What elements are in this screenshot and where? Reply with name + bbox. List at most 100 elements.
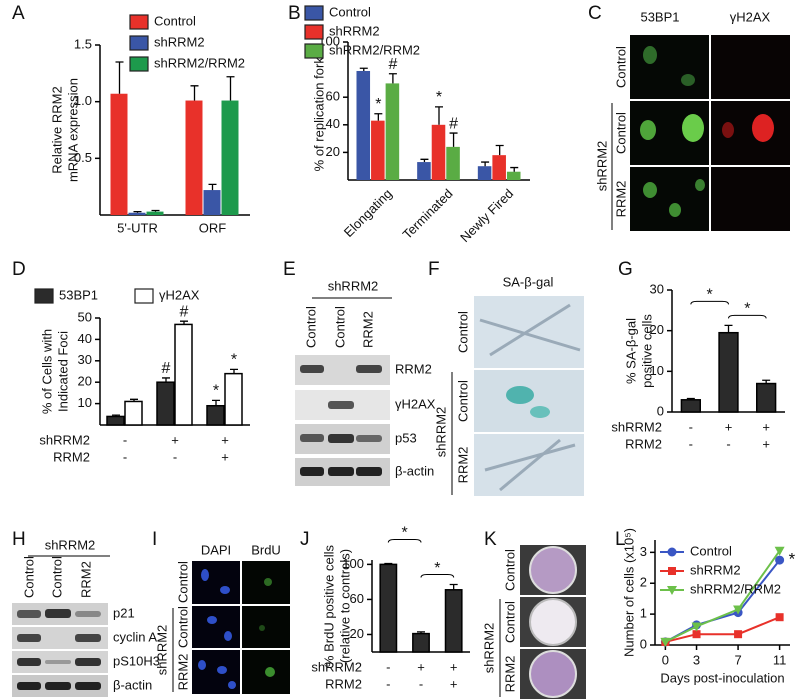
bar bbox=[477, 166, 492, 180]
band-label: p53 bbox=[395, 430, 417, 445]
significance-label: # bbox=[180, 303, 189, 320]
error-bar bbox=[420, 158, 429, 163]
error-bar bbox=[724, 324, 733, 333]
significance-label: # bbox=[162, 360, 171, 377]
panel-i-images bbox=[172, 561, 290, 694]
condition-sign: + bbox=[762, 436, 770, 451]
x-tick-label: Terminated bbox=[399, 186, 455, 242]
condition-label: RRM2 bbox=[53, 449, 90, 464]
legend-label: γH2AX bbox=[159, 287, 200, 302]
y-tick-label: 0.5 bbox=[74, 150, 92, 165]
y-tick-label: 1.0 bbox=[74, 93, 92, 108]
bar bbox=[128, 212, 146, 215]
significance-label: * bbox=[375, 96, 381, 113]
y-tick-label: 3 bbox=[640, 544, 647, 559]
panel-h-blot bbox=[12, 555, 110, 697]
significance-label: * bbox=[213, 383, 219, 400]
bracket-label: * bbox=[402, 525, 408, 542]
lane-label: Control bbox=[303, 306, 318, 348]
marker bbox=[775, 555, 785, 565]
condition-label: shRRM2 bbox=[39, 432, 90, 447]
annotation: * bbox=[789, 550, 796, 569]
band-label: β-actin bbox=[113, 677, 152, 692]
lane-label: Control bbox=[332, 306, 347, 348]
row-label: RRM2 bbox=[455, 447, 470, 484]
condition-label: RRM2 bbox=[625, 436, 662, 451]
x-tick-label: 11 bbox=[773, 652, 787, 667]
bracket bbox=[420, 574, 455, 578]
column-label: BrdU bbox=[251, 542, 281, 557]
group-label: shRRM2 bbox=[154, 625, 169, 676]
panel-label: L bbox=[615, 529, 626, 550]
row-label: Control bbox=[175, 606, 190, 648]
series-line bbox=[665, 616, 780, 643]
bar bbox=[371, 120, 385, 180]
legend-label: Control bbox=[690, 543, 732, 558]
panel-f-images bbox=[451, 296, 584, 496]
lane-label: Control bbox=[49, 556, 64, 598]
y-axis-label: (relative to controls) bbox=[337, 549, 352, 663]
significance-label: * bbox=[436, 89, 442, 106]
error-bar bbox=[162, 377, 170, 383]
legend-swatch bbox=[129, 35, 149, 51]
panel-label: D bbox=[12, 259, 26, 280]
lane-label: RRM2 bbox=[360, 311, 375, 348]
x-tick-label: Newly Fired bbox=[457, 186, 516, 245]
lane-label: Control bbox=[21, 556, 36, 598]
legend-swatch bbox=[304, 43, 324, 59]
legend-swatch bbox=[304, 24, 324, 40]
condition-sign: - bbox=[689, 436, 693, 451]
condition-sign: - bbox=[173, 449, 177, 464]
y-tick-label: 30 bbox=[78, 352, 92, 367]
y-axis-label: % BrdU positive cells bbox=[321, 544, 336, 667]
y-axis-label: Number of cells (x10⁵) bbox=[621, 528, 636, 657]
error-bar bbox=[112, 414, 120, 417]
bracket-label: * bbox=[707, 287, 713, 304]
y-tick-label: 60 bbox=[350, 591, 364, 606]
marker bbox=[774, 546, 785, 556]
marker bbox=[660, 637, 671, 647]
bar bbox=[203, 190, 221, 215]
panel-label: H bbox=[12, 529, 26, 550]
legend-label: shRRM2 bbox=[329, 23, 380, 38]
error-bar bbox=[130, 398, 138, 402]
condition-label: shRRM2 bbox=[311, 659, 362, 674]
marker bbox=[692, 630, 701, 639]
bracket bbox=[690, 300, 729, 305]
panel-title: SA-β-gal bbox=[503, 274, 554, 289]
y-tick-label: 0 bbox=[657, 403, 664, 418]
row-label: Control bbox=[175, 561, 190, 603]
error-bar bbox=[226, 76, 235, 101]
series-line bbox=[664, 550, 781, 643]
row-label: Control bbox=[502, 549, 517, 591]
group-label: shRRM2 bbox=[481, 623, 496, 674]
condition-sign: - bbox=[123, 432, 127, 447]
y-tick-label: 20 bbox=[326, 144, 340, 159]
error-bar bbox=[449, 583, 458, 590]
bar bbox=[412, 632, 430, 653]
y-tick-label: 100 bbox=[318, 33, 340, 48]
y-tick-label: 100 bbox=[342, 556, 364, 571]
marker bbox=[691, 622, 702, 632]
bar bbox=[124, 400, 143, 426]
bar bbox=[492, 155, 506, 180]
condition-sign: - bbox=[386, 659, 390, 674]
error-bar bbox=[417, 631, 425, 634]
legend-swatch bbox=[34, 288, 54, 304]
y-axis-label: positive cells bbox=[639, 314, 654, 388]
x-tick-label: 0 bbox=[662, 652, 669, 667]
band-label: γH2AX bbox=[395, 396, 436, 411]
column-label: 53BP1 bbox=[640, 9, 679, 24]
bracket bbox=[387, 539, 422, 543]
legend-label: shRRM2 bbox=[154, 34, 205, 49]
x-tick-label: 3 bbox=[693, 652, 700, 667]
panel-label: C bbox=[588, 3, 602, 24]
row-label: RRM2 bbox=[613, 181, 628, 218]
error-bar bbox=[190, 85, 199, 101]
bar bbox=[106, 415, 125, 426]
lane-label: RRM2 bbox=[78, 561, 93, 598]
significance-label: # bbox=[449, 115, 458, 132]
bar bbox=[446, 146, 460, 180]
error-bar bbox=[180, 320, 188, 325]
